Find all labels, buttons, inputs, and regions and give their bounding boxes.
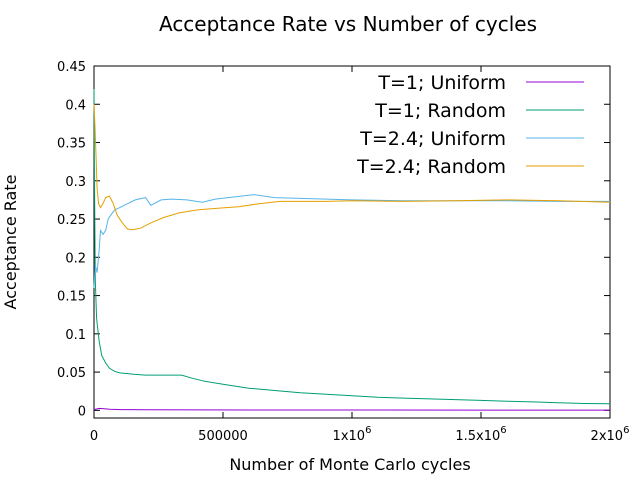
y-tick-label: 0	[78, 404, 86, 419]
series-line-1	[93, 88, 611, 405]
x-tick-label-base: 1.5x10	[455, 429, 500, 444]
x-tick-label: 0	[90, 429, 98, 444]
series-line-0	[93, 407, 610, 411]
y-tick-label: 0.1	[65, 328, 86, 343]
y-tick-label: 0.05	[57, 366, 86, 381]
legend-label-1: T=1; Random	[374, 100, 506, 122]
x-axis-label: Number of Monte Carlo cycles	[229, 455, 470, 474]
x-tick-label: 500000	[198, 429, 248, 444]
legend-label-3: T=2.4; Random	[356, 156, 506, 178]
x-tick-label-exponent: 6	[365, 425, 371, 436]
series-line-3	[93, 104, 611, 231]
x-tick-label-base: 500000	[198, 429, 248, 444]
x-tick-label: 2x106	[591, 425, 630, 444]
y-tick-label: 0.25	[57, 213, 86, 228]
y-tick-label: 0.3	[65, 175, 86, 190]
series-lines	[93, 88, 611, 411]
y-tick-label: 0.15	[57, 290, 86, 305]
x-tick-label-exponent: 6	[500, 425, 506, 436]
x-tick-label-exponent: 6	[623, 425, 629, 436]
chart-title: Acceptance Rate vs Number of cycles	[159, 12, 537, 36]
y-axis: 0 0.05 0.1 0.15 0.2 0.25 0.3 0.35 0.4 0.45	[57, 60, 610, 419]
x-axis: 0 500000 1x106 1.5x106 2x106	[90, 66, 630, 444]
legend-label-0: T=1; Uniform	[377, 72, 506, 94]
y-tick-label: 0.2	[65, 251, 86, 266]
y-tick-label: 0.35	[57, 137, 86, 152]
series-line-2	[93, 194, 610, 288]
x-tick-label-base: 1x10	[333, 429, 366, 444]
x-tick-label: 1.5x106	[455, 425, 506, 444]
y-tick-label: 0.45	[57, 60, 86, 75]
legend-label-2: T=2.4; Uniform	[359, 128, 506, 150]
y-tick-label: 0.4	[65, 98, 86, 113]
x-tick-label: 1x106	[333, 425, 372, 444]
legend: T=1; Uniform T=1; Random T=2.4; Uniform T=2…	[356, 72, 584, 178]
x-tick-label-base: 2x10	[591, 429, 624, 444]
plot-area-frame	[93, 65, 611, 419]
x-tick-label-base: 0	[90, 429, 98, 444]
y-axis-label: Acceptance Rate	[1, 175, 20, 310]
